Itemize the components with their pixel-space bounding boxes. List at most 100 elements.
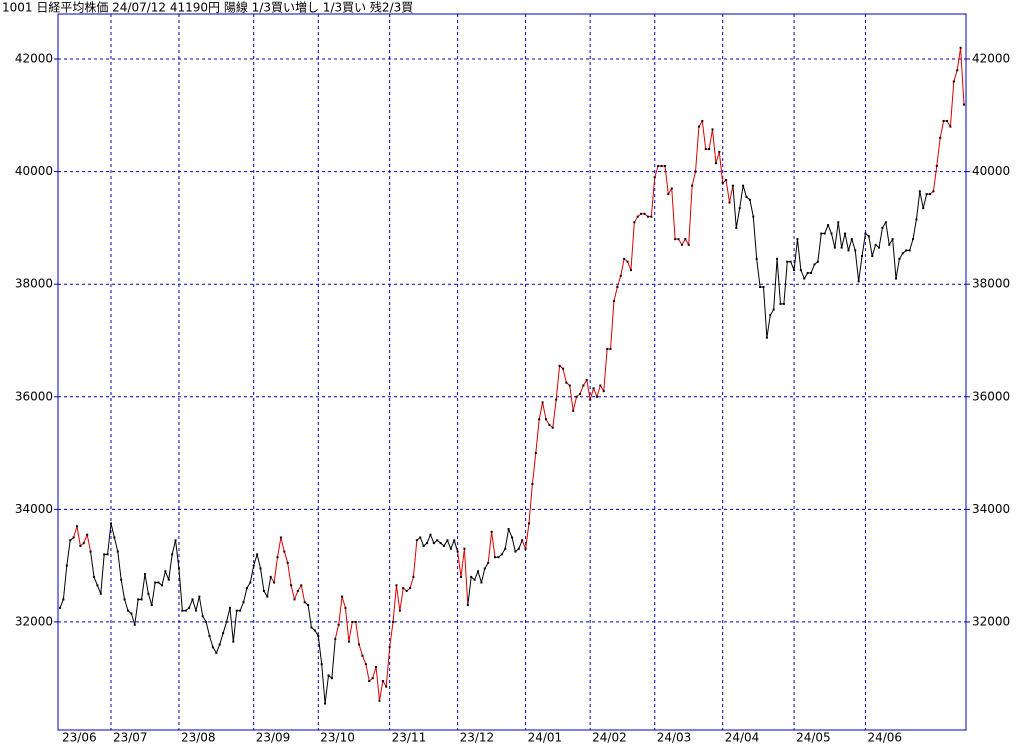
point	[721, 181, 724, 184]
line-segment	[776, 258, 781, 304]
line-segment	[827, 224, 832, 234]
point	[470, 575, 473, 578]
point	[154, 581, 157, 584]
x-tick-label: 23/07	[113, 731, 148, 745]
point	[541, 401, 544, 404]
point	[745, 195, 748, 198]
point	[290, 584, 293, 587]
point	[929, 193, 932, 196]
point	[840, 246, 843, 249]
point	[157, 581, 160, 584]
point	[225, 620, 228, 623]
point	[813, 263, 816, 266]
point	[935, 164, 938, 167]
point	[833, 246, 836, 249]
y2-tick-label: 38000	[972, 277, 1010, 291]
line-segment	[511, 537, 516, 552]
point	[667, 193, 670, 196]
line-segment	[249, 565, 255, 583]
line-segment	[290, 585, 295, 600]
line-segment	[124, 599, 129, 611]
point	[334, 637, 337, 640]
y2-tick-label: 34000	[972, 502, 1010, 516]
point	[568, 384, 571, 387]
line-segment	[518, 540, 523, 549]
line-segment	[280, 537, 285, 552]
point	[504, 547, 507, 550]
line-segment	[824, 224, 829, 234]
point	[429, 533, 432, 536]
point	[548, 423, 551, 426]
line-segment	[531, 453, 537, 485]
point	[392, 620, 395, 623]
point	[133, 623, 136, 626]
point	[878, 246, 881, 249]
point	[222, 632, 225, 635]
line-segment	[93, 576, 98, 586]
line-segment	[385, 647, 391, 687]
y-tick-label: 42000	[15, 52, 53, 66]
point	[939, 136, 942, 139]
point	[759, 286, 762, 289]
point	[602, 390, 605, 393]
line-segment	[688, 185, 693, 245]
point	[320, 663, 323, 666]
point	[324, 702, 327, 705]
point	[925, 193, 928, 196]
point	[500, 553, 503, 556]
point	[582, 384, 585, 387]
line-segment	[953, 70, 958, 82]
x-tick-label: 23/11	[392, 731, 427, 745]
point	[816, 260, 819, 263]
line-segment	[854, 250, 860, 282]
line-segment	[474, 571, 479, 580]
line-segment	[555, 365, 561, 400]
point	[830, 232, 833, 235]
point	[126, 609, 129, 612]
line-segment	[762, 286, 768, 338]
point	[789, 260, 792, 263]
point	[96, 584, 99, 587]
point	[381, 680, 384, 683]
line-segment	[847, 239, 853, 251]
line-segment	[922, 194, 928, 209]
line-segment	[344, 607, 350, 642]
point	[347, 640, 350, 643]
line-segment	[86, 534, 92, 552]
chart-title: 1001 日経平均株価 24/07/12 41190円 陽線 1/3買い増し 1…	[2, 0, 413, 15]
point	[623, 257, 626, 260]
line-segment	[528, 483, 533, 524]
x-tick-label: 24/06	[867, 731, 902, 745]
point	[395, 584, 398, 587]
x-tick-label: 24/05	[796, 731, 831, 745]
line-segment	[783, 261, 788, 304]
line-segment	[120, 579, 126, 600]
point	[888, 243, 891, 246]
line-segment	[749, 199, 754, 217]
point	[296, 589, 299, 592]
point	[79, 544, 82, 547]
line-segment	[151, 582, 156, 606]
point	[354, 620, 357, 623]
point	[946, 119, 949, 122]
line-segment	[365, 664, 370, 682]
point	[398, 609, 401, 612]
point	[198, 595, 201, 598]
line-segment	[742, 185, 747, 198]
point	[827, 224, 830, 227]
point	[174, 539, 177, 542]
point	[657, 164, 660, 167]
point	[327, 674, 330, 677]
point	[650, 215, 653, 218]
point	[130, 612, 133, 615]
line-segment	[62, 565, 68, 600]
line-segment	[810, 264, 815, 274]
x-tick-label: 23/10	[320, 731, 355, 745]
point	[375, 665, 378, 668]
line-segment	[134, 599, 139, 625]
point	[871, 255, 874, 258]
line-segment	[960, 47, 965, 105]
point	[898, 257, 901, 260]
point	[194, 609, 197, 612]
point	[633, 221, 636, 224]
